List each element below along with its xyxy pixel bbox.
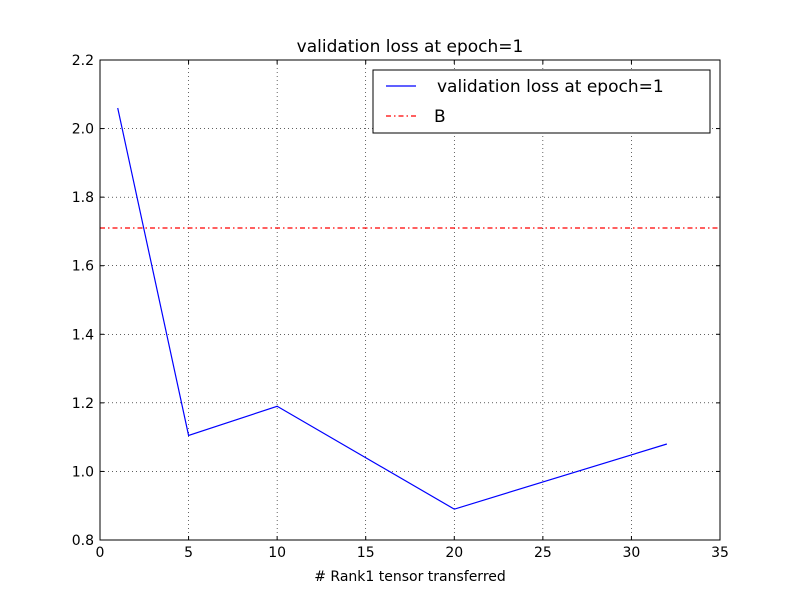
plot-frame [99, 59, 721, 541]
y-tick-label: 1.4 [72, 327, 94, 343]
legend-label-validation-loss: validation loss at epoch=1 [437, 77, 664, 97]
x-tick-label: 15 [357, 545, 375, 561]
y-tick-label: 1.0 [72, 464, 94, 480]
x-axis-title: # Rank1 tensor transferred [314, 569, 506, 585]
y-tick-label: 1.8 [72, 190, 94, 206]
x-tick-label: 0 [96, 545, 105, 561]
y-tick-label: 2.2 [72, 53, 94, 69]
x-tick-label: 25 [534, 545, 552, 561]
legend-label-b: B [434, 107, 446, 127]
x-tick-label: 20 [445, 545, 463, 561]
chart-title: validation loss at epoch=1 [297, 37, 524, 57]
legend: validation loss at epoch=1 B [372, 69, 711, 134]
y-tick-label: 1.2 [72, 396, 94, 412]
y-tick-label: 2.0 [72, 122, 94, 138]
x-tick-label: 10 [268, 545, 286, 561]
x-tick-label: 35 [711, 545, 729, 561]
ticks: 0 5 10 15 20 25 30 35 0.8 1.0 1.2 1.4 1.6 1.8 2.0 2.2 [72, 53, 729, 561]
x-tick-label: 30 [623, 545, 641, 561]
y-tick-label: 1.6 [72, 259, 94, 275]
series-layer [100, 107, 720, 510]
legend-frame [372, 69, 711, 134]
y-tick-label: 0.8 [72, 533, 94, 549]
x-tick-label: 5 [184, 545, 193, 561]
